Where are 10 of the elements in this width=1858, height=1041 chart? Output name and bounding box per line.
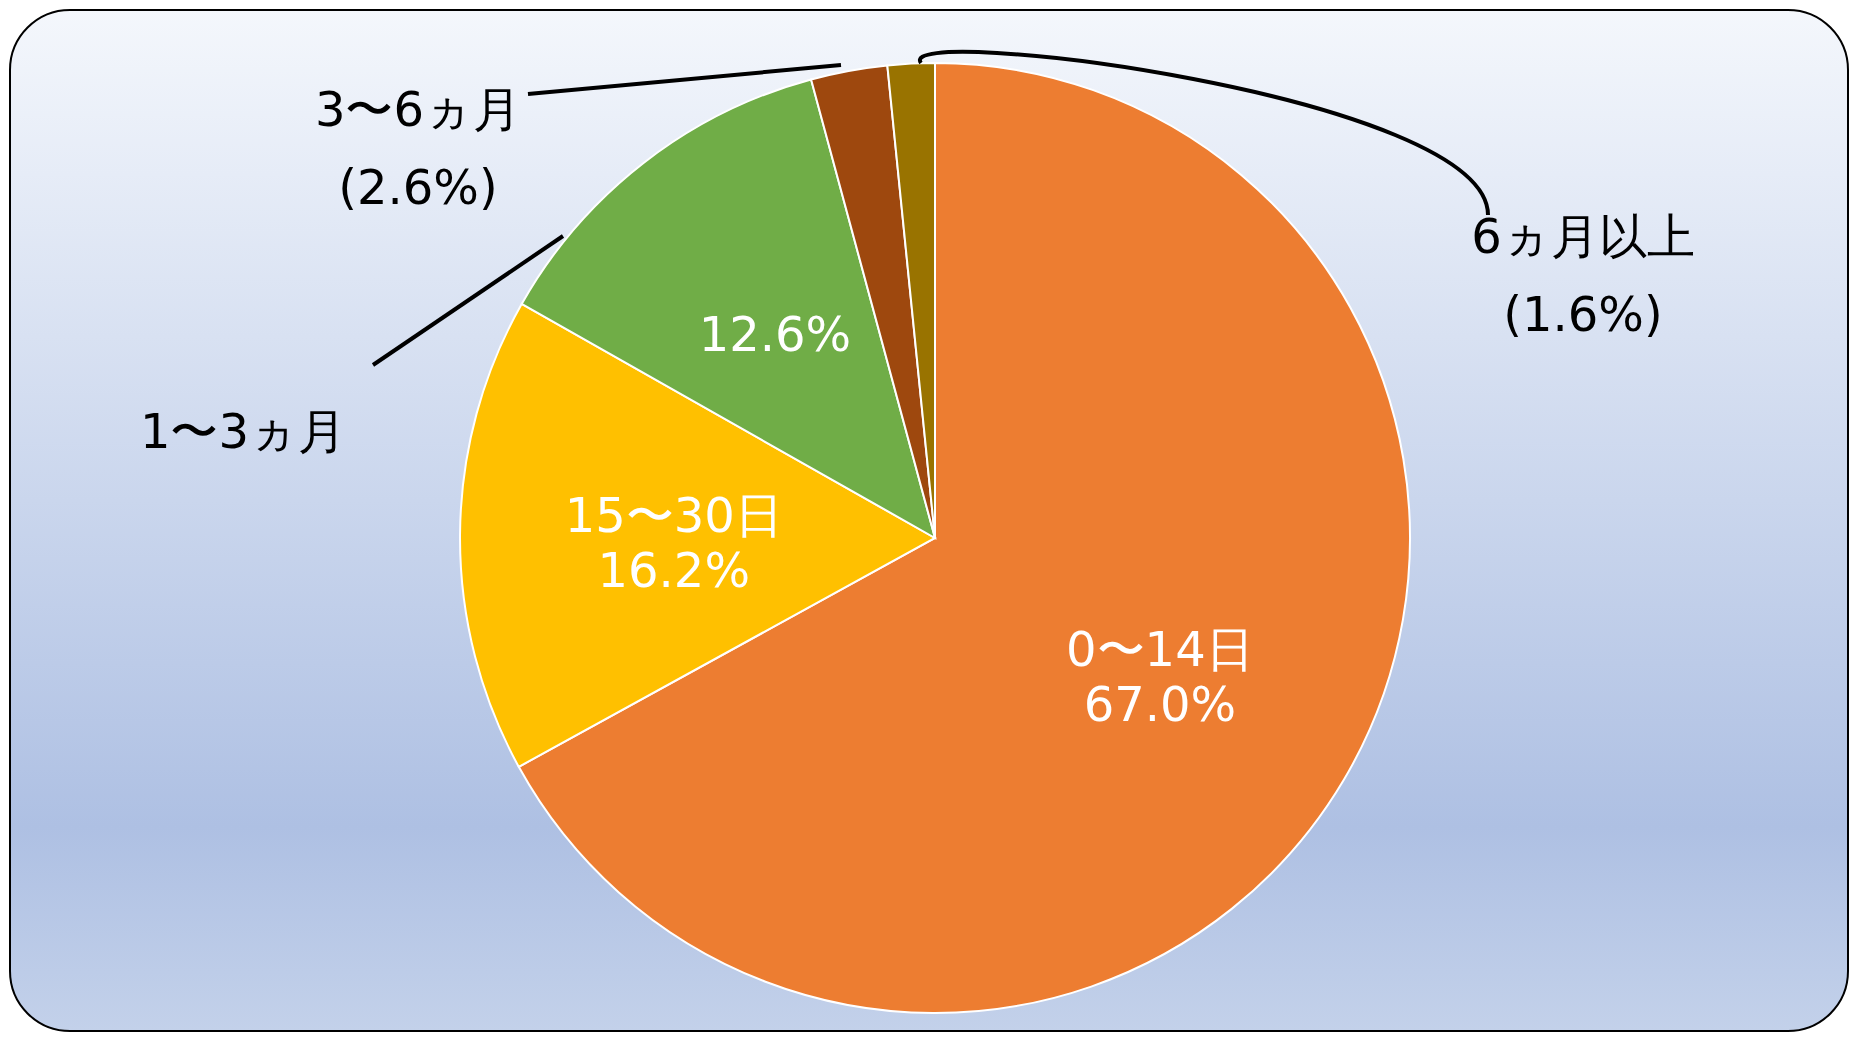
slice-label: 6ヵ月以上: [1471, 208, 1695, 264]
data-label: 12.6%: [698, 305, 852, 362]
data-label: (1.6%): [1503, 286, 1663, 342]
data-label: 67.0%: [1083, 676, 1237, 733]
data-label: (2.6%): [338, 159, 498, 215]
slice-label: 0〜14日: [1066, 621, 1254, 678]
slice-label: 1〜3ヵ月: [139, 403, 347, 459]
data-label: 16.2%: [597, 541, 750, 598]
slice-label: 15〜30日: [564, 486, 783, 543]
slice-label: 3〜6ヵ月: [314, 81, 522, 137]
